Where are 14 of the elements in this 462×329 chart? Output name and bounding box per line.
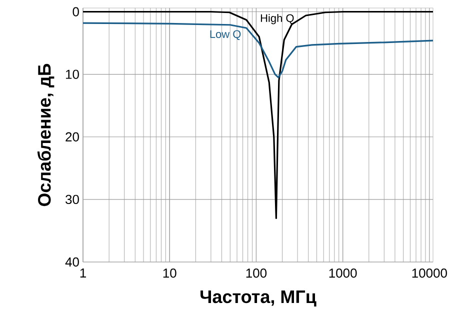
x-tick-label: 1000 (329, 268, 357, 278)
y-axis-title: Ослабление, дБ (37, 64, 54, 206)
x-axis-title: Частота, МГц (200, 290, 316, 307)
y-tick-label: 0 (72, 7, 79, 16)
x-tick-label: 100 (246, 268, 267, 278)
x-tick-label: 1 (80, 268, 86, 278)
series-label: High Q (260, 14, 294, 24)
y-tick-label: 20 (66, 132, 79, 142)
x-tick-label: 10000 (412, 268, 447, 278)
series-label: Low Q (210, 30, 241, 40)
y-tick-label: 40 (65, 257, 79, 267)
y-tick-label: 30 (66, 194, 79, 204)
x-tick-label: 10 (163, 268, 176, 278)
y-tick-label: 10 (66, 70, 79, 79)
